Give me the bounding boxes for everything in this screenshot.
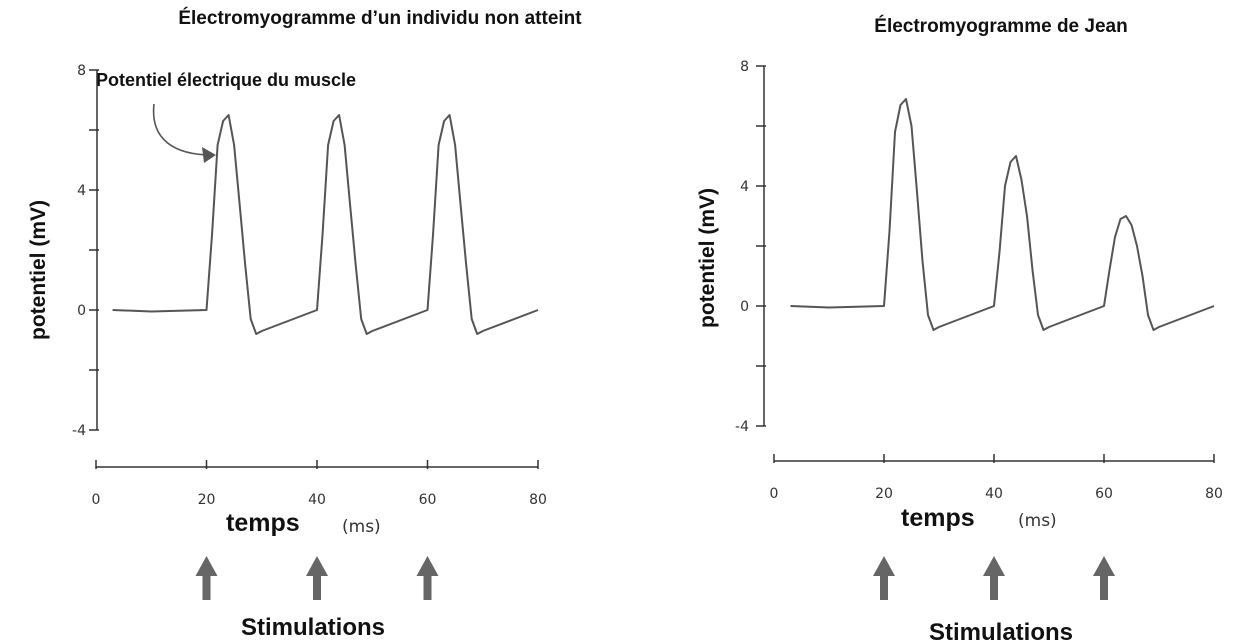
y-tick-label: 4 [77,183,86,199]
y-tick-label: -4 [735,419,749,435]
y-tick-label: 4 [740,179,749,195]
x-axis-label: temps [901,504,975,532]
x-tick-label: 20 [198,492,216,508]
y-tick-label: 0 [740,299,749,315]
y-tick-label: 8 [740,59,749,75]
x-tick-label: 40 [985,486,1003,502]
x-tick-label: 80 [529,492,547,508]
annotation-arrow-head [202,147,216,163]
stimulations-label: Stimulations [929,619,1073,644]
chart-title: Électromyogramme d’un individu non attei… [178,7,582,29]
x-axis-unit: (ms) [1018,511,1057,531]
stimulation-arrow [416,556,439,600]
stimulation-arrow [983,556,1005,600]
chart-panel-jean: Électromyogramme de Jean potentiel (mV) … [696,15,1223,644]
stimulation-arrow [1093,556,1115,600]
potential-curve [112,114,539,335]
annotation-arrow-line [152,103,213,156]
stimulation-arrow [195,556,218,600]
y-tick-label: -4 [72,423,86,439]
stimulation-arrow [306,556,328,600]
chart-panel-healthy: Électromyogramme d’un individu non attei… [27,7,582,641]
x-tick-label: 0 [92,492,101,508]
potential-curve [790,98,1215,331]
chart-title: Électromyogramme de Jean [874,15,1127,37]
x-axis-unit: (ms) [342,517,381,537]
annotation-label: Potentiel électrique du muscle [96,70,356,90]
stimulation-arrow [873,556,895,600]
x-tick-label: 40 [308,492,326,508]
x-tick-label: 60 [419,492,437,508]
x-tick-label: 0 [770,486,779,502]
stimulations-label: Stimulations [241,614,385,641]
x-tick-label: 20 [875,486,893,502]
x-axis-label: temps [226,509,300,537]
x-tick-label: 80 [1205,486,1223,502]
y-tick-label: 8 [77,63,86,79]
x-tick-label: 60 [1095,486,1113,502]
y-axis-label: potentiel (mV) [696,188,719,328]
y-axis-label: potentiel (mV) [27,200,50,340]
y-tick-label: 0 [77,303,86,319]
